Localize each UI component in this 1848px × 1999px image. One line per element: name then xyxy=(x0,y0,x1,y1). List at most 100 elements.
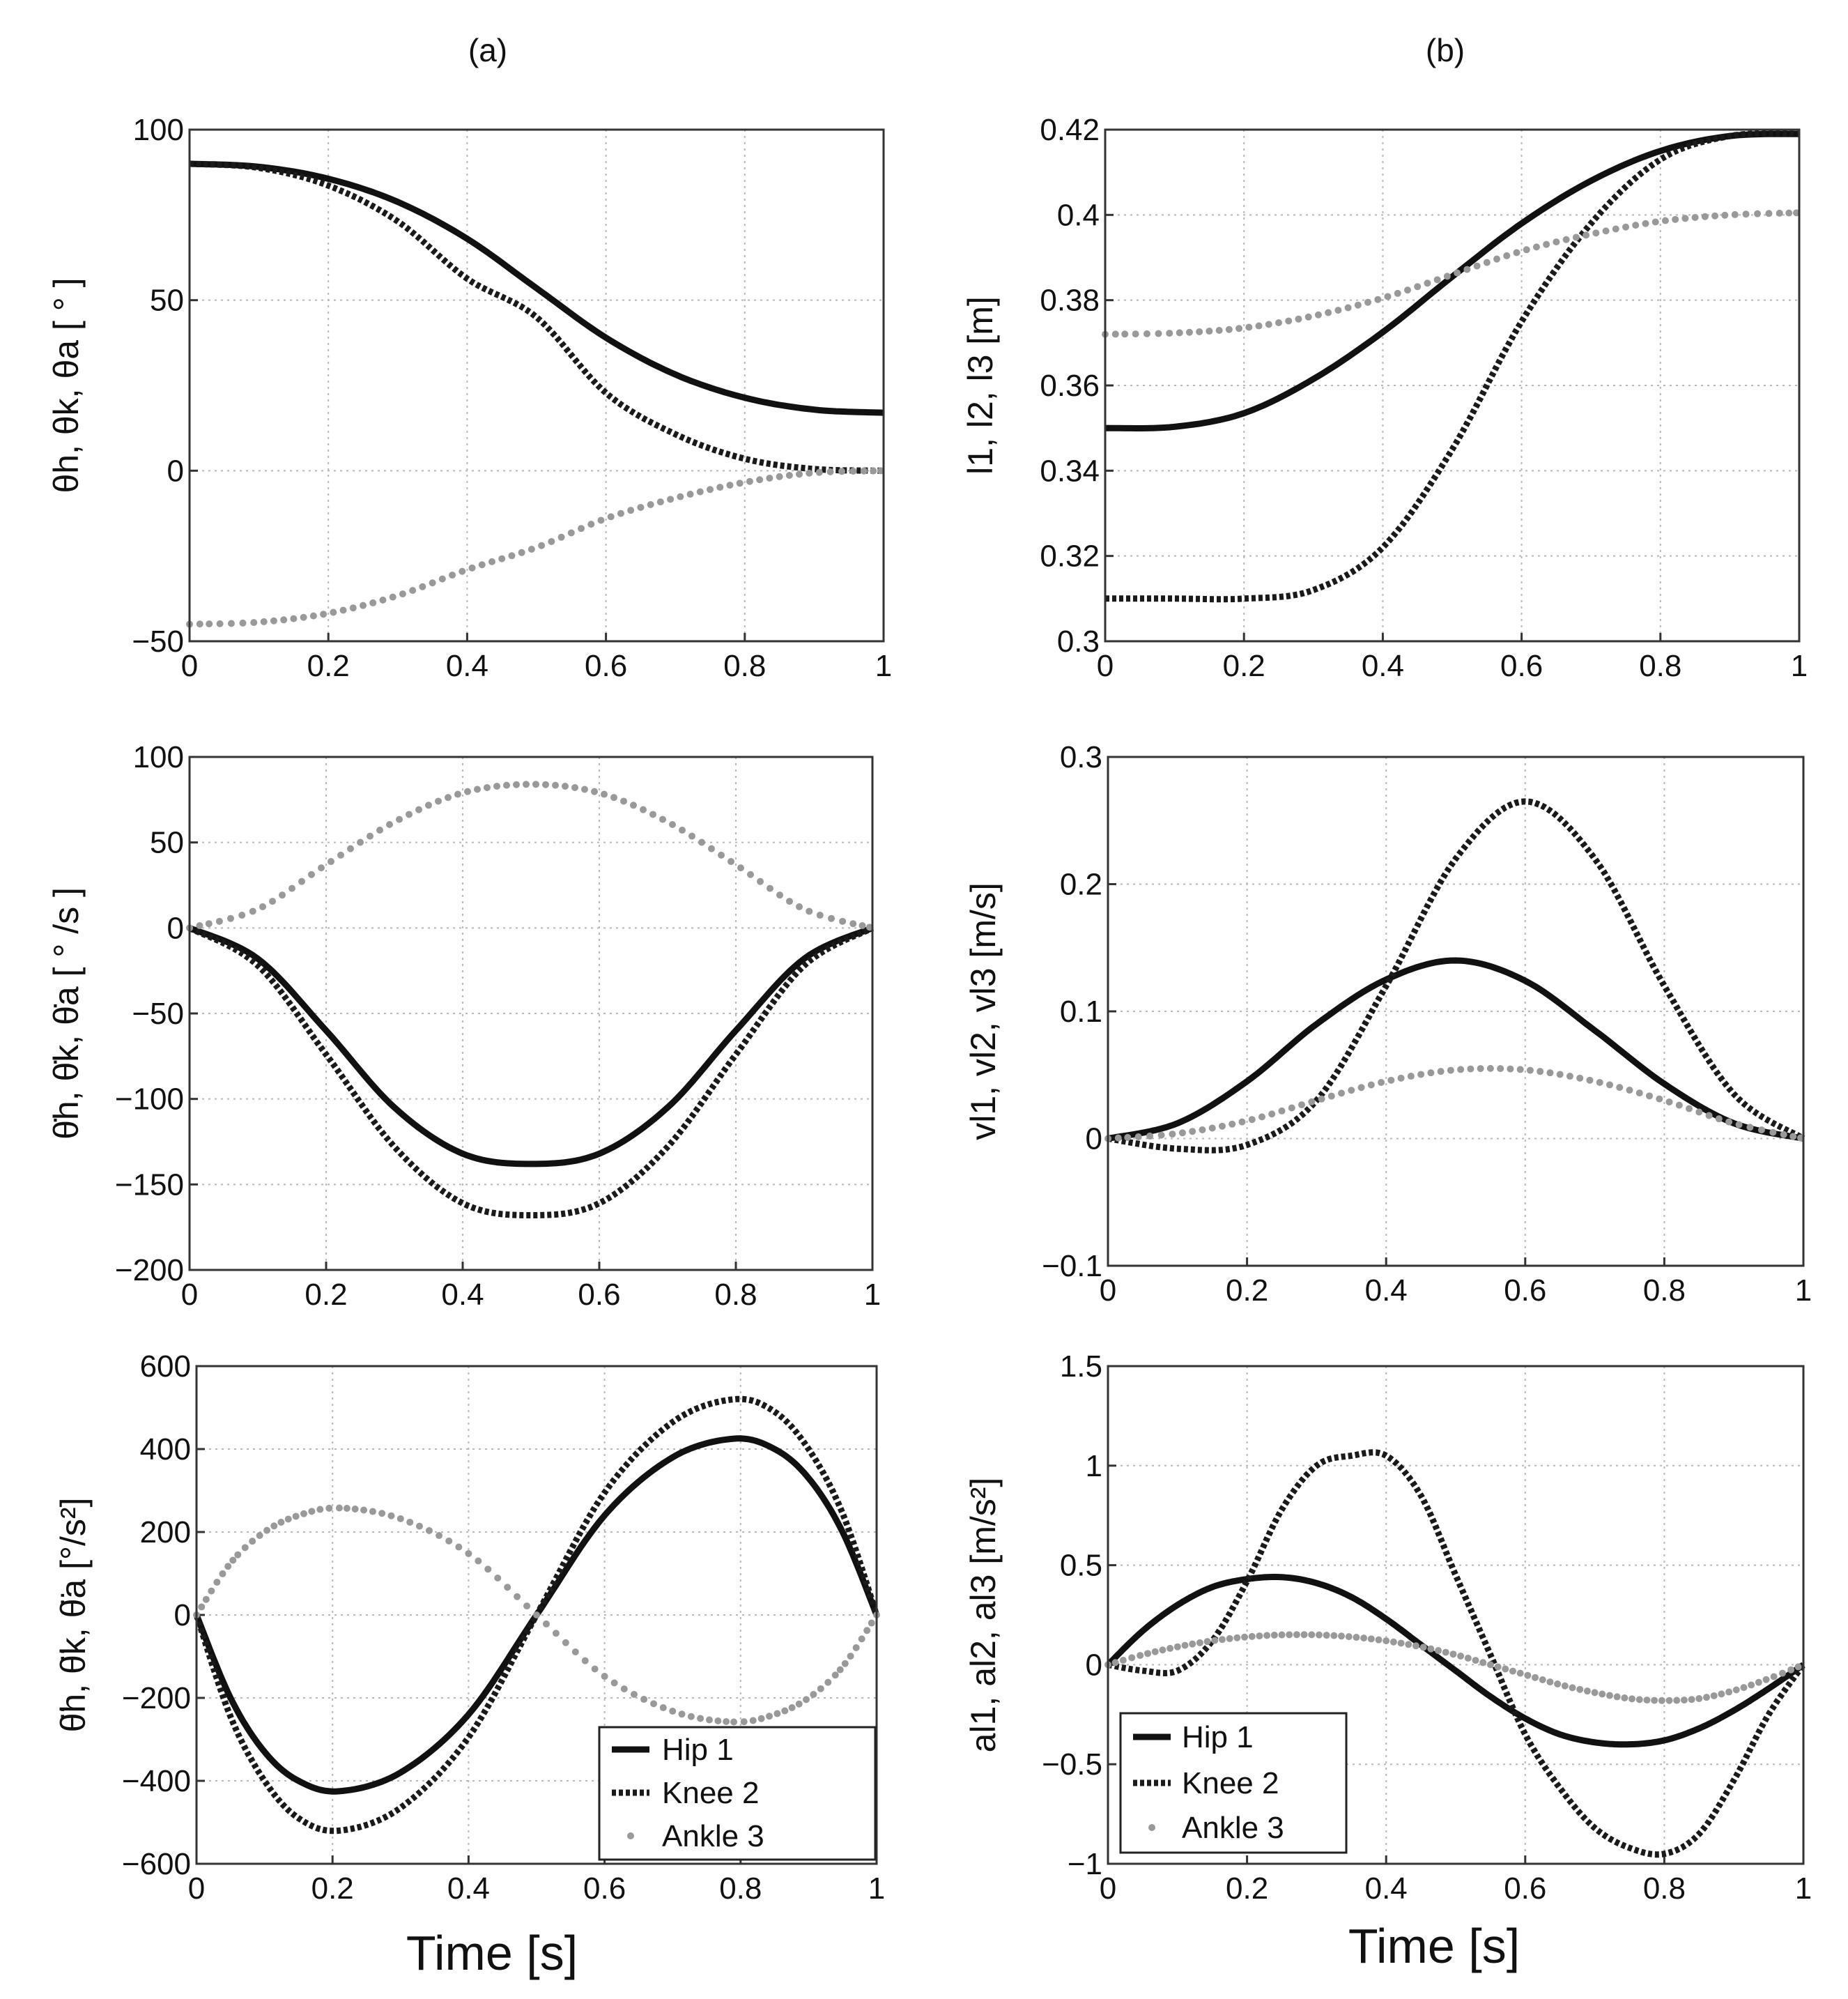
ankle-dot xyxy=(360,1506,368,1514)
tick-label-x: 0.8 xyxy=(1643,1273,1686,1308)
legend-label-ankle: Ankle 3 xyxy=(662,1819,764,1853)
ankle-dot xyxy=(1651,1697,1658,1704)
ankle-dot xyxy=(810,1690,817,1698)
ankle-dot xyxy=(1258,1113,1265,1121)
ankle-dot xyxy=(256,1532,263,1540)
ankle-dot xyxy=(557,533,565,541)
ankle-dot xyxy=(1583,231,1590,239)
tick-label-y: 0.2 xyxy=(1060,868,1102,902)
ankle-dot xyxy=(1509,1667,1516,1675)
ankle-dot xyxy=(766,474,773,482)
ankle-dot xyxy=(607,513,615,521)
ankle-dot xyxy=(1516,1066,1524,1073)
ankle-dot xyxy=(1787,1666,1795,1674)
ankle-dot xyxy=(1314,311,1322,319)
ankle-dot xyxy=(1765,210,1773,217)
ankle-dot xyxy=(1503,252,1511,259)
tick-label-x: 0 xyxy=(1097,649,1114,683)
ankle-dot xyxy=(1762,1676,1770,1683)
legend-label-knee: Knee 2 xyxy=(662,1776,759,1810)
ankle-dot xyxy=(816,912,824,919)
tick-label-y: 0.3 xyxy=(1057,625,1100,659)
ankle-dot xyxy=(1364,298,1372,306)
ankle-dot xyxy=(610,794,617,802)
ankle-dot xyxy=(1256,1632,1263,1640)
ankle-dot xyxy=(617,510,624,517)
ankle-dot xyxy=(1278,1107,1286,1115)
ankle-dot xyxy=(503,781,510,789)
ankle-dot xyxy=(1367,1081,1375,1089)
ankle-dot xyxy=(308,1508,316,1515)
ankle-dot xyxy=(335,1504,343,1512)
ankle-dot xyxy=(449,572,456,579)
ankle-dot xyxy=(1622,223,1629,231)
ankle-dot xyxy=(406,1518,414,1526)
ankle-dot xyxy=(1556,1071,1564,1078)
ankle-dot xyxy=(379,596,387,604)
tick-label-x: 0 xyxy=(1100,1871,1116,1906)
ankle-dot xyxy=(1532,1674,1539,1681)
ankle-dot xyxy=(1621,1694,1628,1702)
ankle-dot xyxy=(1374,296,1382,303)
column-label-b: (b) xyxy=(1426,32,1465,68)
ankle-dot xyxy=(1628,1695,1636,1703)
ankle-dot xyxy=(1757,1126,1765,1134)
ankle-dot xyxy=(1537,1068,1544,1075)
ankle-dot xyxy=(1338,1089,1346,1097)
ankle-dot xyxy=(376,827,383,834)
ankle-dot xyxy=(514,1593,521,1600)
ankle-dot xyxy=(1688,1696,1695,1703)
ankle-dot xyxy=(849,467,857,475)
ankle-dot xyxy=(567,529,575,537)
ankle-dot xyxy=(1394,289,1401,297)
tick-label-x: 0.8 xyxy=(714,1278,757,1312)
ankle-dot xyxy=(328,858,334,866)
ankle-dot xyxy=(687,1713,695,1720)
ankle-dot xyxy=(493,783,500,790)
ankle-dot xyxy=(260,618,268,626)
ankle-dot xyxy=(396,1515,404,1522)
ankle-dot xyxy=(730,1718,738,1726)
ankle-dot xyxy=(620,797,627,805)
tick-label-y: −50 xyxy=(132,997,184,1031)
ankle-dot xyxy=(1596,1078,1603,1086)
ankle-dot xyxy=(1602,227,1610,235)
ankle-dot xyxy=(475,1557,482,1565)
ankle-dot xyxy=(1643,1697,1651,1704)
plot-area xyxy=(190,130,884,641)
axes-frame xyxy=(1104,128,1801,643)
ankle-dot xyxy=(1403,286,1411,294)
tick-label-y: 0.3 xyxy=(1060,740,1102,774)
plot-muscle-accelerations: 0 0.2 0.4 0.6 0.8 1 1.5 1 0.5 0 −0.5 −1 al1, al2, al… xyxy=(964,1349,1812,1906)
ankle-dot xyxy=(838,468,846,475)
ankle-dot xyxy=(858,1635,865,1643)
tick-label-x: 0.8 xyxy=(1643,1871,1686,1906)
ankle-dot xyxy=(610,1679,618,1687)
ankle-dot xyxy=(1318,1095,1325,1103)
tick-label-y: 100 xyxy=(133,113,184,147)
ankle-dot xyxy=(841,1660,849,1667)
ankle-dot xyxy=(208,1587,215,1595)
ankle-dot xyxy=(523,1602,531,1610)
ankle-dot xyxy=(1592,229,1600,237)
plot-joint-velocities: 0 0.2 0.4 0.6 0.8 1 100 50 0 −50 −100 −150 −200 θ̇h, … xyxy=(47,740,881,1312)
ankle-dot xyxy=(591,1665,599,1673)
ankle-dot xyxy=(766,1713,773,1720)
tick-label-y: 0 xyxy=(1086,1648,1102,1682)
ankle-dot xyxy=(1323,1632,1330,1639)
ankle-dot xyxy=(1686,1105,1693,1112)
ankle-dot xyxy=(238,912,246,919)
tick-label-y: 0 xyxy=(1086,1122,1102,1156)
ankle-dot xyxy=(1215,326,1223,334)
ankle-dot xyxy=(785,472,793,480)
ankle-dot xyxy=(1725,1688,1733,1696)
ankle-dot xyxy=(1711,212,1719,220)
ankle-dot xyxy=(1300,1631,1308,1639)
ankle-dot xyxy=(360,602,367,609)
ankle-dot xyxy=(1513,249,1520,256)
ankle-dot xyxy=(1543,240,1550,248)
ankle-dot xyxy=(1384,293,1392,300)
ankle-dot xyxy=(1572,233,1580,241)
ankle-dot xyxy=(1295,315,1302,323)
ankle-dot xyxy=(406,811,413,818)
